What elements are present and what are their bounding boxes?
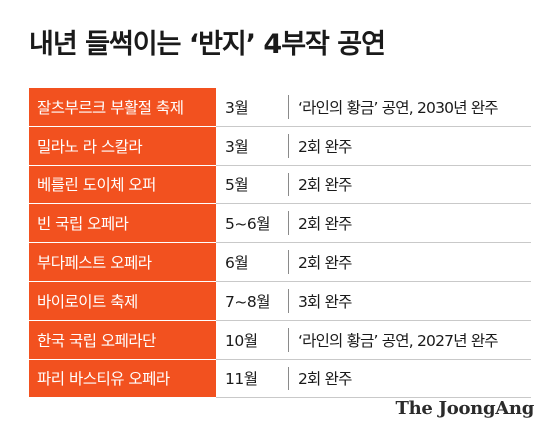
table-row: 밀라노 라 스칼라 3월 2회 완주	[29, 126, 531, 166]
table-row: 바이로이트 축제 7~8월 3회 완주	[29, 281, 531, 321]
page-title: 내년 들썩이는 ‘반지’ 4부작 공연	[29, 29, 386, 60]
note-cell: 2회 완주	[298, 370, 352, 389]
venue-cell: 밀라노 라 스칼라	[29, 126, 216, 166]
month-cell: 6월	[216, 250, 289, 274]
note-cell: 2회 완주	[298, 137, 352, 156]
note-cell: 3회 완주	[298, 292, 352, 311]
table-row: 베를린 도이체 오퍼 5월 2회 완주	[29, 165, 531, 205]
note-cell: ‘라인의 황금’ 공연, 2030년 완주	[298, 98, 499, 117]
table-row: 잘츠부르크 부활절 축제 3월 ‘라인의 황금’ 공연, 2030년 완주	[29, 88, 531, 127]
note-cell: ‘라인의 황금’ 공연, 2027년 완주	[298, 331, 499, 350]
venue-cell: 부다페스트 오페라	[29, 243, 216, 282]
source-logo: The JoongAng	[395, 398, 535, 419]
table-row: 빈 국립 오페라 5~6월 2회 완주	[29, 204, 531, 244]
month-cell: 5~6월	[216, 211, 289, 236]
month-cell: 3월	[216, 95, 289, 119]
table-row: 부다페스트 오페라 6월 2회 완주	[29, 243, 531, 282]
note-cell: 2회 완주	[298, 176, 352, 195]
month-cell: 3월	[216, 133, 289, 158]
venue-cell: 빈 국립 오페라	[29, 204, 216, 244]
venue-cell: 한국 국립 오페라단	[29, 320, 216, 360]
venue-cell: 베를린 도이체 오퍼	[29, 165, 216, 205]
table-row: 한국 국립 오페라단 10월 ‘라인의 황금’ 공연, 2027년 완주	[29, 320, 531, 360]
month-cell: 11월	[216, 366, 289, 391]
venue-cell: 바이로이트 축제	[29, 281, 216, 321]
month-cell: 7~8월	[216, 288, 289, 313]
table-row: 파리 바스티유 오페라 11월 2회 완주	[29, 359, 531, 399]
venue-cell: 잘츠부르크 부활절 축제	[29, 88, 216, 127]
note-cell: 2회 완주	[298, 215, 352, 234]
venue-cell: 파리 바스티유 오페라	[29, 359, 216, 399]
note-cell: 2회 완주	[298, 254, 352, 273]
month-cell: 5월	[216, 172, 289, 197]
performance-table: 잘츠부르크 부활절 축제 3월 ‘라인의 황금’ 공연, 2030년 완주 밀라…	[29, 88, 531, 399]
month-cell: 10월	[216, 327, 289, 352]
